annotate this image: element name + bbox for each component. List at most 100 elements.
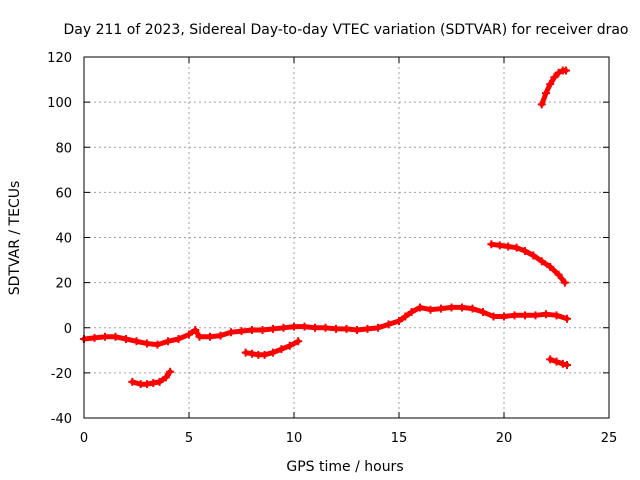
data-point [248,326,256,335]
data-point [332,324,340,333]
plot-frame [83,56,610,419]
x-tick-label: 10 [286,431,303,446]
data-point [300,322,309,331]
data-point [542,310,550,319]
data-point [401,312,410,321]
data-point [546,80,555,89]
y-tick-label: -40 [51,412,72,427]
data-point [447,303,456,312]
y-tick-label: 100 [47,96,72,111]
data-point [248,349,256,358]
data-point [437,304,445,313]
data-point [554,270,563,279]
data-point [353,326,361,335]
data-point [277,345,286,354]
x-tick-label: 5 [185,431,193,446]
x-tick-label: 0 [80,431,88,446]
data-point [554,68,563,77]
data-point [558,359,567,368]
y-tick-label: 80 [55,141,72,156]
data-point [416,303,424,312]
series-track-late-negative [546,355,571,369]
data-point [241,348,250,357]
data-point [374,323,382,332]
data-point [191,326,200,335]
data-point [384,320,393,329]
data-point [510,311,519,320]
series-main-track [80,303,571,349]
data-point [537,100,546,109]
data-point [143,380,151,389]
data-point [342,324,351,333]
data-point [260,350,269,359]
data-point [128,377,137,386]
data-point [495,241,504,250]
data-point [166,367,175,376]
data-point [321,323,330,332]
tick-labels: 0 5 10 15 20 25 -40 -20 0 20 40 60 80 100 120 [47,51,617,446]
data-point [546,262,555,271]
data-point [487,240,496,249]
grid-lines [84,57,609,418]
data-point [122,335,130,344]
data-point [279,323,288,332]
data-point [561,66,570,75]
data-point [552,311,561,320]
y-tick-label: 40 [55,232,72,247]
data-point [111,332,120,341]
data-point [395,316,403,325]
y-tick-label: 60 [55,186,72,201]
series-track-late-descending [487,240,569,287]
data-point [479,307,487,316]
data-point [529,251,538,260]
data-point [500,312,508,321]
data-point [512,243,521,252]
data-point [285,341,294,350]
data-point [468,304,477,313]
data-point [458,303,466,312]
data-point [311,323,319,332]
data-point [563,314,571,323]
data-point [155,377,164,386]
data-point [563,360,571,369]
data-point [546,355,555,364]
x-tick-label: 25 [601,431,618,446]
x-axis-label: GPS time / hours [286,459,403,475]
data-point [237,327,246,336]
data-points [80,66,571,389]
data-point [132,337,141,346]
data-point [363,324,372,333]
data-point [531,311,540,320]
data-point [269,324,277,333]
data-point [489,312,498,321]
x-tick-label: 20 [496,431,513,446]
data-point [206,332,214,341]
data-point [504,242,513,251]
data-point [560,278,569,287]
data-point [407,307,416,316]
series-track-late-high [537,66,570,109]
y-tick-label: -20 [51,367,72,382]
data-point [90,333,99,342]
series-trace [488,241,568,286]
data-point [227,328,235,337]
series-track-mid [241,337,303,359]
data-point [174,335,183,344]
data-point [161,373,170,382]
data-point [143,339,151,348]
x-tick-label: 15 [391,431,408,446]
data-point [521,311,529,320]
data-point [550,73,559,82]
y-tick-label: 0 [64,322,72,337]
y-tick-label: 120 [47,51,72,66]
data-point [101,332,109,341]
data-point [537,257,546,266]
data-point [521,247,529,256]
data-point [290,322,298,331]
y-axis-label: SDTVAR / TECUs [7,181,23,296]
data-point [153,340,162,349]
series-track-early [128,367,175,389]
data-point [185,330,193,339]
